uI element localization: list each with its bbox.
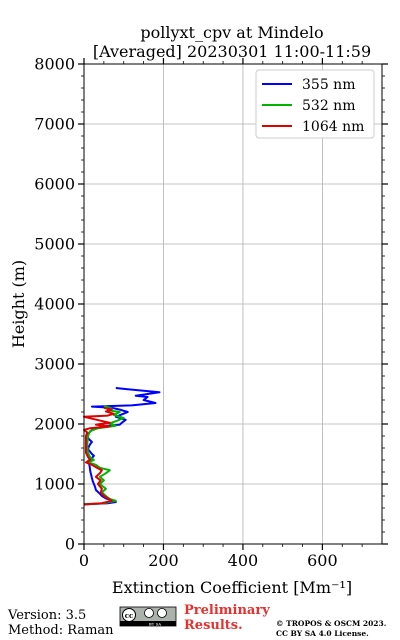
x-tick-label: 200	[148, 551, 179, 570]
x-tick-label: 400	[228, 551, 259, 570]
y-tick-label: 4000	[34, 295, 75, 314]
by-icon	[144, 608, 154, 618]
preliminary-line-2: Results.	[184, 618, 243, 633]
cc-license-badge: cc BY SA	[119, 606, 177, 627]
method-text: Method: Raman	[8, 623, 114, 638]
preliminary-line-1: Preliminary	[184, 603, 270, 618]
copyright-line-1: © TROPOS & OSCM 2023.	[276, 619, 386, 628]
x-tick-label: 0	[79, 551, 89, 570]
x-tick-label: 600	[307, 551, 338, 570]
y-tick-label: 7000	[34, 115, 75, 134]
y-axis-label: Height (m)	[9, 260, 28, 348]
legend-label: 355 nm	[302, 77, 355, 93]
legend-label: 532 nm	[302, 98, 355, 114]
legend: 355 nm 532 nm 1064 nm	[255, 69, 375, 139]
y-tick-label: 5000	[34, 235, 75, 254]
legend-label: 1064 nm	[302, 119, 364, 135]
chart-subtitle: [Averaged] 20230301 11:00-11:59	[93, 42, 371, 61]
y-tick-label: 0	[65, 535, 75, 554]
series-line-355-nm	[83, 387, 161, 506]
x-axis-label: Extinction Coefficient [Mm⁻¹]	[112, 578, 352, 597]
y-tick-label: 6000	[34, 175, 75, 194]
sa-icon	[157, 608, 167, 618]
chart-title: pollyxt_cpv at Mindelo	[140, 23, 323, 42]
series-lines	[83, 387, 161, 506]
y-tick-label: 3000	[34, 355, 75, 374]
svg-text:cc: cc	[125, 611, 134, 620]
y-tick-label: 2000	[34, 415, 75, 434]
series-line-1064-nm	[83, 406, 115, 506]
license-badge-text: BY SA	[149, 622, 162, 627]
cc-icon	[122, 608, 136, 622]
copyright-line-2: CC BY SA 4.0 License.	[276, 629, 369, 638]
axis-ticks: 0 200 400 600010002000300040005000600070008…	[34, 55, 388, 570]
version-text: Version: 3.5	[7, 608, 86, 623]
y-tick-label: 1000	[34, 475, 75, 494]
y-tick-label: 8000	[34, 55, 75, 74]
legend-box	[255, 69, 375, 139]
